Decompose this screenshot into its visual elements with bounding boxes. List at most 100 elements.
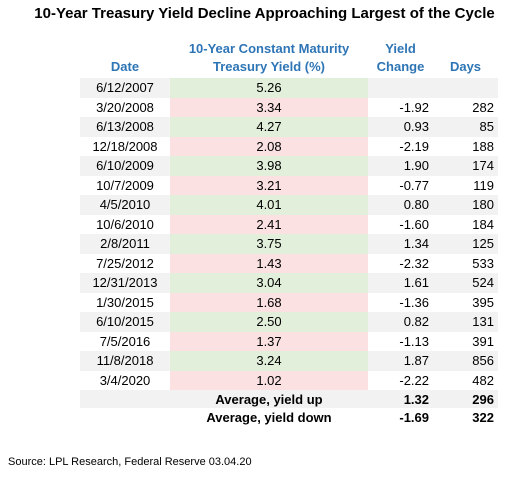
- yield-cell: 2.50: [170, 312, 368, 332]
- change-cell: -0.77: [399, 177, 429, 193]
- yield-cell: 4.01: [170, 195, 368, 215]
- date-cell: 1/30/2015: [96, 294, 154, 310]
- data-row: 12/18/2008 2.08 -2.19 188: [80, 136, 498, 156]
- change-cell: 1.61: [403, 275, 429, 291]
- date-cell: 11/8/2018: [96, 353, 154, 369]
- change-cell: 1.34: [403, 236, 429, 252]
- yield-cell: 2.08: [170, 136, 368, 156]
- date-cell: 10/7/2009: [96, 177, 154, 193]
- yield-cell: 1.68: [170, 292, 368, 312]
- data-row: 1/30/2015 1.68 -1.36 395: [80, 292, 498, 312]
- change-cell: 1.90: [403, 158, 429, 174]
- yield-cell: 3.04: [170, 273, 368, 293]
- date-cell: 6/10/2015: [96, 314, 154, 330]
- change-cell: -2.22: [399, 372, 429, 388]
- data-row: 6/10/2015 2.50 0.82 131: [80, 312, 498, 332]
- average-days: 296: [472, 391, 494, 407]
- data-row: 4/5/2010 4.01 0.80 180: [80, 195, 498, 215]
- change-cell: 0.82: [403, 314, 429, 330]
- yield-cell: 3.24: [170, 351, 368, 371]
- average-label: Average, yield up: [215, 391, 323, 407]
- column-header: Days: [449, 59, 482, 74]
- title: 10-Year Treasury Yield Decline Approachi…: [34, 5, 495, 22]
- date-cell: 7/25/2012: [96, 255, 154, 271]
- average-row: Average, yield up 1.32 296: [80, 390, 498, 408]
- date-cell: 4/5/2010: [99, 197, 151, 213]
- data-row: 7/25/2012 1.43 -2.32 533: [80, 253, 498, 273]
- yield-cell: 4.27: [170, 117, 368, 137]
- change-cell: -1.13: [399, 333, 429, 349]
- source-note: Source: LPL Research, Federal Reserve 03…: [8, 456, 252, 468]
- empty-cell: [80, 390, 170, 408]
- change-cell: [368, 78, 433, 98]
- data-row: 10/7/2009 3.21 -0.77 119: [80, 175, 498, 195]
- data-row: 6/12/2007 5.26: [80, 78, 498, 98]
- days-cell: 856: [472, 353, 494, 369]
- change-cell: -1.60: [399, 216, 429, 232]
- header-row: Date 10-Year Constant Maturity Treasury Y…: [80, 40, 498, 78]
- yield-cell: 3.98: [170, 156, 368, 176]
- column-header: Yield Change: [376, 41, 425, 74]
- average-label: Average, yield down: [206, 409, 332, 425]
- empty-cell: [80, 408, 170, 426]
- days-cell: 125: [472, 236, 494, 252]
- days-cell: 180: [472, 197, 494, 213]
- days-cell: 391: [472, 333, 494, 349]
- average-row: Average, yield down -1.69 322: [80, 408, 498, 426]
- yield-cell: 1.43: [170, 253, 368, 273]
- yield-cell: 2.41: [170, 214, 368, 234]
- data-row: 2/8/2011 3.75 1.34 125: [80, 234, 498, 254]
- data-row: 11/8/2018 3.24 1.87 856: [80, 351, 498, 371]
- days-cell: 174: [472, 158, 494, 174]
- yield-cell: 1.02: [170, 370, 368, 390]
- yield-cell: 3.34: [170, 97, 368, 117]
- average-change: -1.69: [399, 409, 429, 425]
- date-cell: 6/12/2007: [96, 80, 154, 96]
- days-cell: [433, 78, 498, 98]
- yield-table: Date 10-Year Constant Maturity Treasury Y…: [80, 40, 498, 426]
- date-cell: 10/6/2010: [96, 216, 154, 232]
- yield-cell: 5.26: [170, 78, 368, 98]
- change-cell: 0.80: [403, 197, 429, 213]
- data-row: 3/4/2020 1.02 -2.22 482: [80, 370, 498, 390]
- data-row: 6/13/2008 4.27 0.93 85: [80, 117, 498, 137]
- column-header: Date: [110, 59, 140, 74]
- days-cell: 395: [472, 294, 494, 310]
- data-row: 3/20/2008 3.34 -1.92 282: [80, 97, 498, 117]
- average-change: 1.32: [403, 391, 429, 407]
- days-cell: 533: [472, 255, 494, 271]
- data-row: 7/5/2016 1.37 -1.13 391: [80, 331, 498, 351]
- change-cell: 1.87: [403, 353, 429, 369]
- days-cell: 184: [472, 216, 494, 232]
- date-cell: 7/5/2016: [99, 333, 151, 349]
- days-cell: 482: [472, 372, 494, 388]
- date-cell: 3/20/2008: [96, 99, 154, 115]
- change-cell: -2.32: [399, 255, 429, 271]
- date-cell: 12/31/2013: [92, 275, 158, 291]
- change-cell: 0.93: [403, 119, 429, 135]
- yield-cell: 1.37: [170, 331, 368, 351]
- data-row: 6/10/2009 3.98 1.90 174: [80, 156, 498, 176]
- change-cell: -2.19: [399, 138, 429, 154]
- date-cell: 3/4/2020: [99, 372, 151, 388]
- data-row: 10/6/2010 2.41 -1.60 184: [80, 214, 498, 234]
- days-cell: 524: [472, 275, 494, 291]
- date-cell: 6/10/2009: [96, 158, 154, 174]
- days-cell: 188: [472, 138, 494, 154]
- days-cell: 131: [472, 314, 494, 330]
- date-cell: 12/18/2008: [92, 138, 158, 154]
- average-days: 322: [472, 409, 494, 425]
- yield-cell: 3.75: [170, 234, 368, 254]
- table-body: 6/12/2007 5.26 3/20/2008 3.34 -1.92 282 6/13/2…: [80, 78, 498, 426]
- yield-cell: 3.21: [170, 175, 368, 195]
- days-cell: 119: [473, 177, 494, 193]
- date-cell: 2/8/2011: [100, 236, 150, 252]
- change-cell: -1.92: [399, 99, 429, 115]
- days-cell: 85: [479, 119, 494, 135]
- data-row: 12/31/2013 3.04 1.61 524: [80, 273, 498, 293]
- change-cell: -1.36: [399, 294, 429, 310]
- date-cell: 6/13/2008: [96, 119, 154, 135]
- column-header: 10-Year Constant Maturity Treasury Yield…: [188, 41, 350, 74]
- days-cell: 282: [472, 99, 494, 115]
